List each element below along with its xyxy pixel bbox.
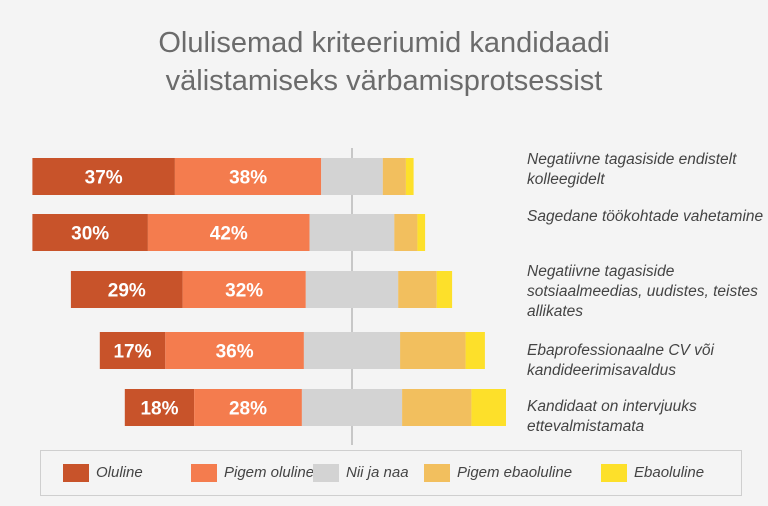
data-label-4-oluline: 17% xyxy=(113,342,151,363)
chart-title: Olulisemad kriteeriumid kandidaadi välis… xyxy=(0,24,768,100)
row-label-5: Kandidaat on intervjuuks ettevalmistamat… xyxy=(527,398,697,435)
bar-2-pigem-ebaoluline xyxy=(394,214,418,251)
legend-swatch-nii-ja-naa xyxy=(313,464,339,482)
data-label-4-pigem-oluline: 36% xyxy=(216,342,254,363)
data-label-2-oluline: 30% xyxy=(71,224,109,245)
row-label-2: Sagedane töökohtade vahetamine xyxy=(527,208,764,225)
legend-label-pigem-oluline: Pigem oluline xyxy=(224,464,315,481)
legend-label-nii-ja-naa: Nii ja naa xyxy=(346,464,409,481)
row-label-3: Negatiivne tagasiside sotsiaalmeedias, u… xyxy=(527,263,758,320)
bar-1-nii-ja-naa xyxy=(321,158,383,195)
bar-1-oluline xyxy=(32,158,175,195)
data-label-3-pigem-oluline: 32% xyxy=(225,281,263,302)
bar-1-pigem-oluline xyxy=(174,158,322,195)
data-label-3-oluline: 29% xyxy=(108,281,146,302)
bar-1-pigem-ebaoluline xyxy=(382,158,406,195)
legend-label-ebaoluline: Ebaoluline xyxy=(634,464,705,481)
bar-5-ebaoluline xyxy=(471,389,506,426)
bar-5-pigem-ebaoluline xyxy=(402,389,472,426)
bar-5-nii-ja-naa xyxy=(301,389,402,426)
legend-swatch-pigem-ebaoluline xyxy=(424,464,450,482)
bar-4-pigem-ebaoluline xyxy=(400,332,466,369)
bar-5-oluline xyxy=(124,389,195,426)
bars-group: 37% 38% 30% 42% 29% 32% 17% 36% 18% 28% xyxy=(32,158,506,426)
bar-2-nii-ja-naa xyxy=(309,214,395,251)
bar-2-oluline xyxy=(32,214,148,251)
bar-3-oluline xyxy=(70,271,183,308)
legend-swatch-oluline xyxy=(63,464,89,482)
row-label-4: Ebaprofessionaalne CV või kandideerimisa… xyxy=(527,342,714,379)
row-label-1: Negatiivne tagasiside endistelt kolleegi… xyxy=(527,151,737,188)
bar-1-ebaoluline xyxy=(405,158,414,195)
bar-4-oluline xyxy=(99,332,166,369)
data-label-5-oluline: 18% xyxy=(140,399,178,420)
legend: Oluline Pigem oluline Nii ja naa Pigem e… xyxy=(40,450,742,496)
bar-3-nii-ja-naa xyxy=(305,271,399,308)
bar-4-nii-ja-naa xyxy=(303,332,401,369)
data-label-5-pigem-oluline: 28% xyxy=(229,399,267,420)
data-label-1-oluline: 37% xyxy=(85,168,123,189)
legend-swatch-pigem-oluline xyxy=(191,464,217,482)
legend-label-oluline: Oluline xyxy=(96,464,143,481)
chart-title-text: Olulisemad kriteeriumid kandidaadi välis… xyxy=(158,27,610,97)
bar-2-pigem-oluline xyxy=(147,214,310,251)
bar-4-ebaoluline xyxy=(465,332,485,369)
legend-swatch-ebaoluline xyxy=(601,464,627,482)
bar-3-ebaoluline xyxy=(436,271,453,308)
bar-3-pigem-oluline xyxy=(182,271,306,308)
bar-2-ebaoluline xyxy=(417,214,426,251)
bar-4-pigem-oluline xyxy=(165,332,304,369)
data-label-1-pigem-oluline: 38% xyxy=(229,168,267,189)
bar-3-pigem-ebaoluline xyxy=(398,271,437,308)
legend-label-pigem-ebaoluline: Pigem ebaoluline xyxy=(457,464,573,481)
bar-5-pigem-oluline xyxy=(194,389,302,426)
data-label-2-pigem-oluline: 42% xyxy=(210,224,248,245)
